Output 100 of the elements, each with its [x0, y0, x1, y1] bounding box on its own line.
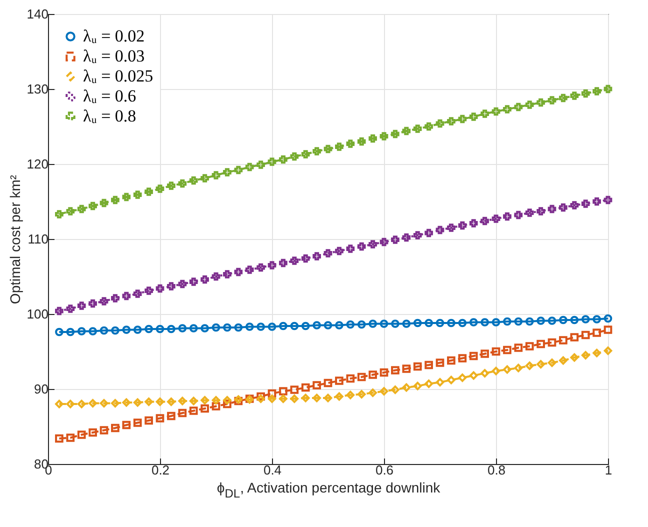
- point: [223, 396, 232, 404]
- point: [200, 174, 209, 182]
- point: [133, 398, 142, 407]
- point: [480, 110, 489, 118]
- point: [144, 324, 153, 334]
- point: [492, 366, 500, 376]
- point: [256, 263, 265, 272]
- point: [301, 254, 310, 263]
- point: [133, 418, 142, 427]
- point: [122, 420, 131, 430]
- point: [111, 196, 120, 204]
- point: [324, 394, 332, 402]
- y-tick-label: 140: [26, 6, 48, 22]
- legend-label: λᵤ = 0.02: [83, 26, 145, 46]
- point: [548, 316, 556, 325]
- point: [189, 176, 198, 185]
- point: [559, 356, 568, 365]
- point: [223, 400, 232, 408]
- point: [592, 87, 601, 96]
- point: [402, 383, 411, 392]
- point: [156, 184, 164, 193]
- point: [200, 324, 209, 332]
- point: [66, 207, 75, 216]
- point: [391, 386, 400, 394]
- point: [380, 387, 388, 396]
- point: [234, 166, 243, 174]
- point: [514, 364, 523, 372]
- point: [548, 204, 556, 214]
- point: [536, 98, 545, 107]
- point: [548, 338, 556, 347]
- point: [604, 84, 612, 94]
- y-tick-label: 90: [34, 382, 48, 396]
- point: [301, 383, 310, 392]
- x-tick-label: 0.2: [151, 462, 170, 478]
- point: [570, 333, 579, 342]
- point: [55, 434, 64, 443]
- point: [368, 388, 377, 397]
- point: [592, 315, 601, 324]
- point: [559, 336, 568, 344]
- point: [324, 144, 332, 154]
- point: [514, 317, 523, 326]
- point: [559, 94, 568, 102]
- point: [536, 316, 545, 325]
- point: [111, 326, 120, 335]
- point: [122, 398, 131, 407]
- point: [570, 92, 579, 100]
- point: [447, 356, 456, 365]
- point: [66, 434, 75, 442]
- point: [436, 378, 444, 386]
- point: [268, 261, 276, 270]
- point: [492, 347, 500, 356]
- point: [279, 394, 288, 403]
- point: [88, 399, 97, 408]
- point: [212, 402, 220, 410]
- point: [480, 350, 489, 358]
- point: [178, 324, 187, 332]
- point: [548, 96, 556, 104]
- point: [133, 290, 142, 298]
- point: [368, 240, 377, 248]
- point: [346, 374, 355, 383]
- point: [514, 344, 523, 352]
- point: [424, 360, 433, 370]
- x-tick-label: 0.4: [263, 462, 282, 478]
- point: [447, 376, 456, 384]
- point: [290, 386, 299, 394]
- y-tick-label: 130: [26, 82, 48, 96]
- point: [402, 126, 411, 136]
- point: [268, 322, 276, 331]
- point: [402, 320, 411, 328]
- point: [77, 302, 86, 310]
- point: [447, 224, 456, 232]
- y-tick-label: 100: [26, 306, 48, 322]
- point: [570, 201, 579, 210]
- point: [279, 258, 288, 268]
- point: [469, 318, 478, 326]
- point: [503, 346, 512, 354]
- point: [245, 322, 254, 331]
- point: [156, 284, 164, 293]
- point: [480, 318, 489, 326]
- point: [525, 100, 534, 109]
- point: [581, 351, 590, 360]
- point: [312, 381, 321, 390]
- point: [144, 416, 153, 425]
- point: [167, 182, 176, 190]
- point: [424, 228, 433, 238]
- point: [413, 231, 422, 240]
- point: [100, 426, 108, 434]
- point: [514, 102, 523, 112]
- point: [212, 396, 220, 404]
- point: [458, 354, 467, 362]
- point: [111, 424, 120, 432]
- point: [436, 318, 444, 328]
- legend-label: λᵤ = 0.6: [83, 86, 136, 106]
- point: [122, 326, 131, 334]
- point: [368, 370, 377, 379]
- point: [346, 390, 355, 400]
- point: [290, 394, 299, 403]
- point: [480, 369, 489, 378]
- point: [335, 142, 344, 151]
- legend-label: λᵤ = 0.025: [83, 66, 154, 86]
